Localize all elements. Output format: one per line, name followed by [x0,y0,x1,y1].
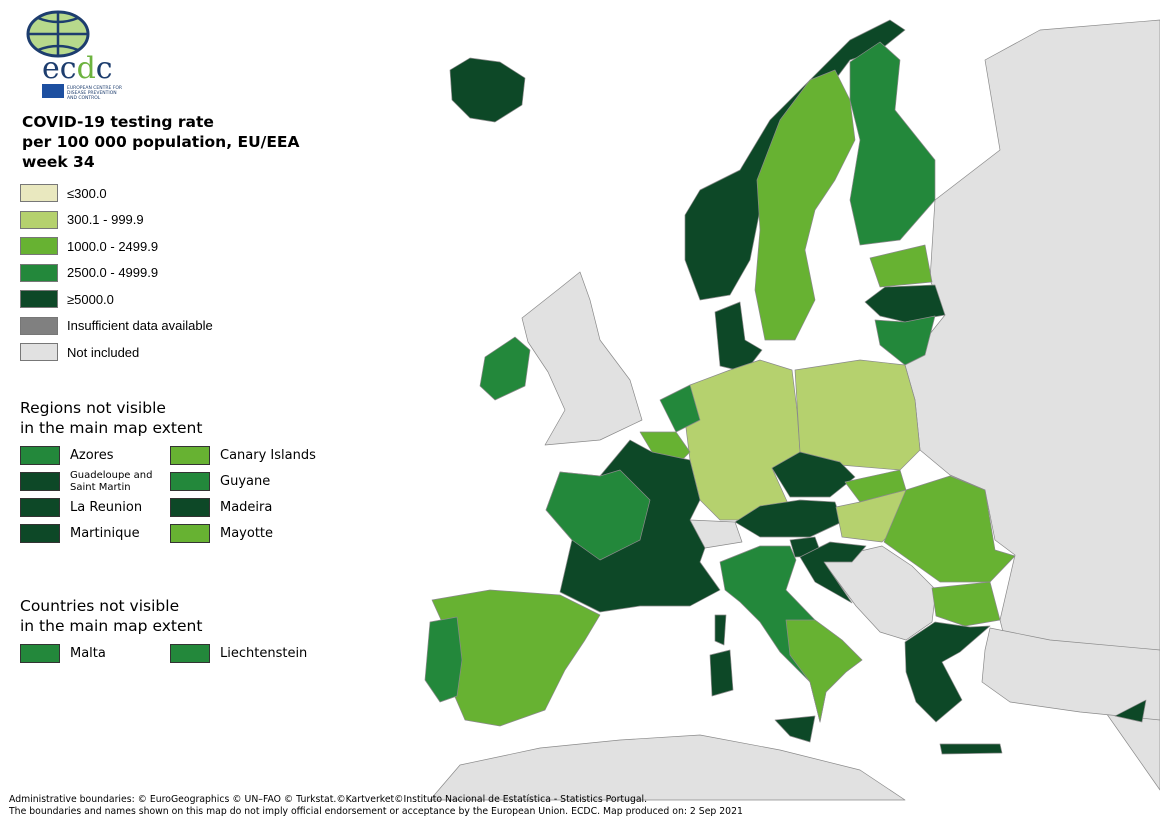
legend-label: 300.1 - 999.9 [67,212,144,228]
region-crete [939,743,1003,755]
legend-item: 2500.0 - 4999.9 [20,260,213,287]
legend-label: Azores [70,448,114,463]
region-corsica [714,614,727,646]
legend-label: 1000.0 - 2499.9 [67,238,159,254]
legend: ≤300.0 300.1 - 999.9 1000.0 - 2499.9 2500.0… [20,180,213,366]
legend-swatch [20,316,58,335]
legend-swatch [170,524,210,543]
legend-label: 2500.0 - 4999.9 [67,265,159,281]
region-sicily [774,715,816,743]
region-iceland [449,57,526,123]
countrie-item: Liechtenstein [170,644,330,663]
region-cyprus [1114,699,1147,723]
countries-legend: Malta Liechtenstein [20,644,330,663]
region-czechia [771,451,856,498]
legend-item: ≥5000.0 [20,286,213,313]
legend-swatch [20,210,58,229]
region-item: Madeira [170,498,330,517]
region-greece [904,621,991,723]
ecdc-logo: ecdc EUROPEAN CENTRE FOR DISEASE PREVENT… [26,10,122,101]
legend-swatch [20,446,60,465]
countries-heading: Countries not visible in the main map ex… [20,597,203,635]
region-france-west [545,469,651,561]
legend-item: 300.1 - 999.9 [20,207,213,234]
legend-swatch [20,263,58,282]
legend-swatch [20,184,58,203]
region-balkans [821,545,937,641]
legend-swatch [20,237,58,256]
legend-item: Not included [20,339,213,366]
region-ireland [479,336,531,401]
region-croatia [799,541,867,604]
legend-label: Not included [67,344,140,360]
svg-text:AND CONTROL: AND CONTROL [67,95,101,101]
region-turkey [981,627,1160,721]
svg-text:ecdc: ecdc [42,51,113,86]
region-norway [684,19,906,301]
legend-label: Guadeloupe and Saint Martin [70,469,153,493]
region-finland [849,41,936,246]
regions-heading: Regions not visible in the main map exte… [20,399,203,437]
region-latvia [864,284,946,323]
region-item: Azores [20,446,170,465]
region-sardinia [709,649,734,697]
legend-label: Madeira [220,500,273,515]
region-africa [429,734,906,801]
region-estonia [869,244,933,288]
map-title: COVID-19 testing rate per 100 000 popula… [22,113,300,171]
legend-label: Guyane [220,474,271,489]
region-uk [521,271,643,446]
region-item: Martinique [20,524,170,543]
legend-swatch [170,644,210,663]
region-item: Guadeloupe and Saint Martin [20,469,170,493]
legend-label: Martinique [70,526,140,541]
region-bulgaria [931,581,1001,627]
legend-item: 1000.0 - 2499.9 [20,233,213,260]
legend-swatch [20,498,60,517]
legend-swatch [20,290,58,309]
legend-swatch [170,498,210,517]
region-romania [883,475,1016,583]
legend-swatch [170,446,210,465]
region-netherlands [659,384,701,433]
region-item: La Reunion [20,498,170,517]
legend-swatch [20,524,60,543]
svg-text:EUROPEAN CENTRE FOR: EUROPEAN CENTRE FOR [67,85,122,91]
region-italy-south [785,619,863,723]
region-sweden [754,69,856,341]
regions-legend: Azores Canary Islands Guadeloupe and Saint… [20,446,330,543]
legend-item: Insufficient data available [20,313,213,340]
region-item: Guyane [170,472,330,491]
region-denmark [714,301,763,373]
footer: Administrative boundaries: © EuroGeograp… [9,794,743,817]
legend-label: Canary Islands [220,448,316,463]
legend-label: Malta [70,646,106,661]
legend-label: La Reunion [70,500,143,515]
region-poland [794,359,921,471]
svg-text:DISEASE PREVENTION: DISEASE PREVENTION [67,90,117,96]
countrie-item: Malta [20,644,170,663]
legend-label: ≤300.0 [67,185,107,201]
region-lithuania [874,315,936,366]
legend-swatch [170,472,210,491]
legend-swatch [20,644,60,663]
legend-label: Insufficient data available [67,318,213,334]
legend-swatch [20,343,58,362]
legend-label: Mayotte [220,526,274,541]
legend-swatch [20,472,60,491]
region-item: Canary Islands [170,446,330,465]
legend-label: ≥5000.0 [67,291,114,307]
region-germany [684,359,801,521]
legend-item: ≤300.0 [20,180,213,207]
region-item: Mayotte [170,524,330,543]
legend-label: Liechtenstein [220,646,308,661]
region-portugal [424,616,463,703]
